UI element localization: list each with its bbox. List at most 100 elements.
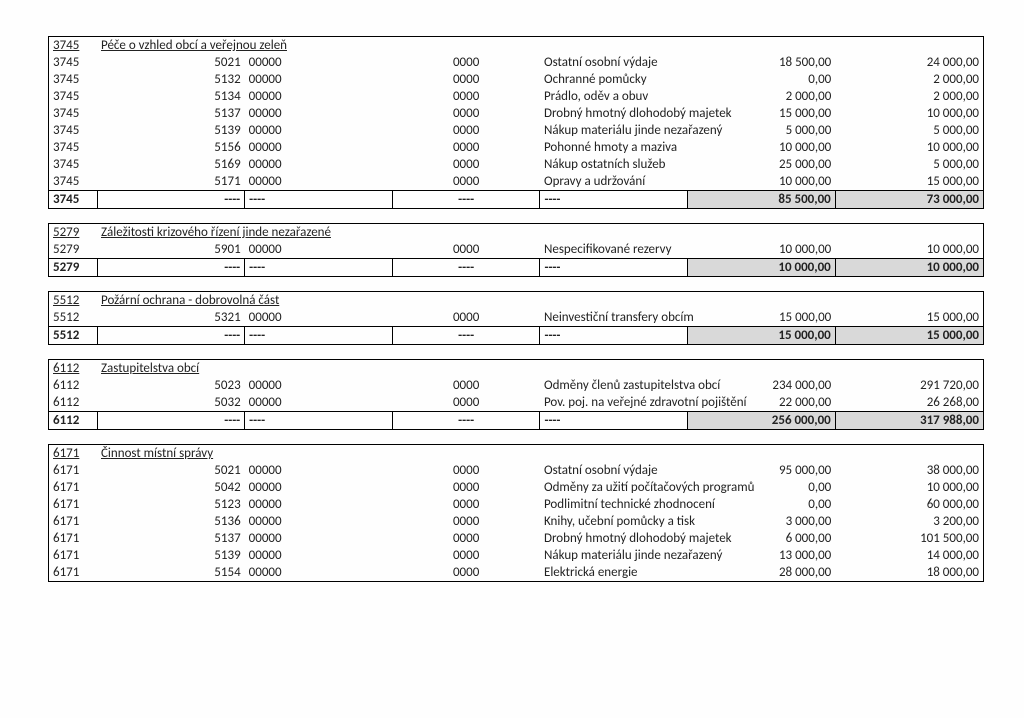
cell-code2: 5171 <box>97 173 245 191</box>
cell-code4: 0000 <box>392 122 540 139</box>
cell-code2: 5134 <box>97 88 245 105</box>
cell-code3: 00000 <box>245 530 393 547</box>
cell-value-2: 18 000,00 <box>835 564 983 581</box>
section-code-text: 6112 <box>53 361 79 376</box>
cell-code4: 0000 <box>392 547 540 564</box>
cell-code2: 5169 <box>97 156 245 173</box>
cell-desc: Drobný hmotný dlohodobý majetek <box>540 530 688 547</box>
cell-code4: 0000 <box>392 496 540 513</box>
budget-section: 5512Požární ochrana - dobrovolná část551… <box>48 291 984 345</box>
subtotal-value-2: 73 000,00 <box>835 191 983 209</box>
table-row: 61715139000000000Nákup materiálu jinde n… <box>49 547 983 564</box>
cell-code2: 5023 <box>97 377 245 394</box>
budget-section: 6112Zastupitelstva obcí61125023000000000… <box>48 359 984 430</box>
cell-code1: 3745 <box>49 156 97 173</box>
cell-code1: 6112 <box>49 377 97 394</box>
table-row: 37455021000000000Ostatní osobní výdaje18… <box>49 54 983 71</box>
cell-code3: 00000 <box>245 105 393 122</box>
cell-code3: 00000 <box>245 122 393 139</box>
subtotal-code: 5279 <box>49 259 97 277</box>
subtotal-code: 6112 <box>49 412 97 430</box>
cell-value-1: 2 000,00 <box>688 88 836 105</box>
cell-code1: 6171 <box>49 479 97 496</box>
subtotal-value-2: 15 000,00 <box>835 327 983 345</box>
cell-code1: 6112 <box>49 394 97 412</box>
table-row: 61715137000000000Drobný hmotný dlohodobý… <box>49 530 983 547</box>
section-header-row: 6112 Zastupitelstva obcí <box>49 360 983 377</box>
cell-value-1: 25 000,00 <box>688 156 836 173</box>
table-row: 37455137000000000Drobný hmotný dlohodobý… <box>49 105 983 122</box>
section-title-cell: Požární ochrana - dobrovolná část <box>97 292 983 309</box>
cell-code2: 5321 <box>97 309 245 327</box>
table-row: 61715123000000000Podlimitní technické zh… <box>49 496 983 513</box>
subtotal-value-1: 15 000,00 <box>688 327 836 345</box>
cell-desc: Ochranné pomůcky <box>540 71 688 88</box>
cell-desc: Ostatní osobní výdaje <box>540 54 688 71</box>
cell-code4: 0000 <box>392 530 540 547</box>
budget-section: 3745Péče o vzhled obcí a veřejnou zeleň3… <box>48 36 984 209</box>
cell-value-2: 5 000,00 <box>835 156 983 173</box>
section-title-cell: Zastupitelstva obcí <box>97 360 983 377</box>
cell-code3: 00000 <box>245 241 393 259</box>
section-title: Požární ochrana - dobrovolná část <box>101 293 279 308</box>
cell-code2: 5032 <box>97 394 245 412</box>
cell-code1: 6171 <box>49 496 97 513</box>
cell-code1: 6171 <box>49 564 97 581</box>
cell-code3: 00000 <box>245 462 393 479</box>
table-row: 55125321000000000Neinvestiční transfery … <box>49 309 983 327</box>
section-header-row: 3745Péče o vzhled obcí a veřejnou zeleň <box>49 37 983 54</box>
budget-section: 6171Činnost místní správy617150210000000… <box>48 444 984 582</box>
section-code: 5512 <box>49 292 97 309</box>
cell-desc: Neinvestiční transfery obcím <box>540 309 688 327</box>
cell-desc: Drobný hmotný dlohodobý majetek <box>540 105 688 122</box>
cell-code1: 6171 <box>49 547 97 564</box>
subtotal-value-1: 256 000,00 <box>688 412 836 430</box>
cell-code4: 0000 <box>392 105 540 122</box>
cell-code4: 0000 <box>392 139 540 156</box>
section-title-cell: Záležitosti krizového řízení jinde nezař… <box>97 224 983 241</box>
cell-desc: Elektrická energie <box>540 564 688 581</box>
cell-code4: 0000 <box>392 71 540 88</box>
section-header-row: 5512 Požární ochrana - dobrovolná část <box>49 292 983 309</box>
cell-desc: Nákup materiálu jinde nezařazený <box>540 122 688 139</box>
cell-code3: 00000 <box>245 377 393 394</box>
section-title-cell: Činnost místní správy <box>97 445 983 462</box>
cell-code4: 0000 <box>392 513 540 530</box>
subtotal-row: 6112----------------256 000,00317 988,00 <box>49 412 983 430</box>
cell-code4: 0000 <box>392 377 540 394</box>
cell-code3: 00000 <box>245 479 393 496</box>
subtotal-dash: ---- <box>540 259 688 277</box>
cell-desc: Odměny za užití počítačových programů <box>540 479 688 496</box>
cell-desc: Podlimitní technické zhodnocení <box>540 496 688 513</box>
table-row: 37455139000000000Nákup materiálu jinde n… <box>49 122 983 139</box>
section-title: Péče o vzhled obcí a veřejnou zeleň <box>101 38 287 53</box>
subtotal-dash: ---- <box>392 412 540 430</box>
subtotal-value-2: 10 000,00 <box>835 259 983 277</box>
subtotal-value-2: 317 988,00 <box>835 412 983 430</box>
cell-code4: 0000 <box>392 309 540 327</box>
cell-desc: Knihy, učební pomůcky a tisk <box>540 513 688 530</box>
subtotal-dash: ---- <box>97 327 245 345</box>
subtotal-dash: ---- <box>97 259 245 277</box>
cell-code4: 0000 <box>392 241 540 259</box>
cell-code2: 5139 <box>97 547 245 564</box>
subtotal-dash: ---- <box>392 259 540 277</box>
subtotal-dash: ---- <box>97 191 245 209</box>
cell-code4: 0000 <box>392 462 540 479</box>
cell-code1: 5512 <box>49 309 97 327</box>
cell-value-1: 3 000,00 <box>688 513 836 530</box>
subtotal-code: 5512 <box>49 327 97 345</box>
section-code-text: 5512 <box>53 293 79 308</box>
cell-desc: Opravy a udržování <box>540 173 688 191</box>
table-row: 61125032000000000Pov. poj. na veřejné zd… <box>49 394 983 412</box>
budget-section: 5279Záležitosti krizového řízení jinde n… <box>48 223 984 277</box>
cell-code3: 00000 <box>245 71 393 88</box>
subtotal-dash: ---- <box>540 191 688 209</box>
cell-code1: 3745 <box>49 139 97 156</box>
cell-desc: Pov. poj. na veřejné zdravotní pojištění <box>540 394 688 412</box>
cell-code3: 00000 <box>245 547 393 564</box>
section-code: 5279 <box>49 224 97 241</box>
subtotal-dash: ---- <box>540 327 688 345</box>
subtotal-dash: ---- <box>540 412 688 430</box>
cell-value-2: 101 500,00 <box>835 530 983 547</box>
